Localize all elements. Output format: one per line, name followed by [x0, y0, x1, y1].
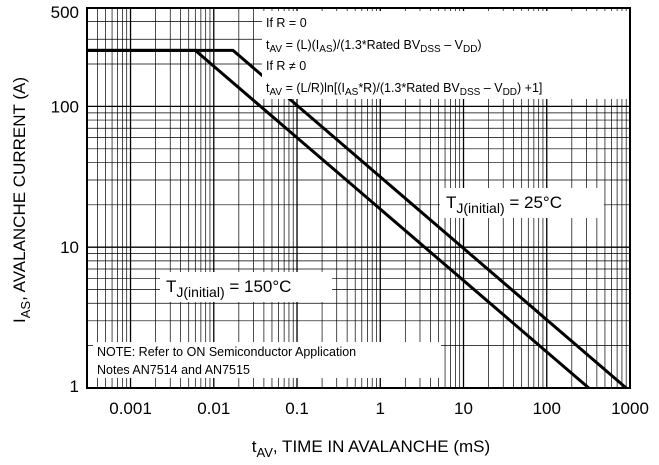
note-line-1: NOTE: Refer to ON Semiconductor Applicat…	[97, 345, 356, 359]
formula-line-2: tAV = (L)(IAS)/(1.3*Rated BVDSS – VDD)	[266, 38, 482, 55]
x-tick-label: 0.01	[197, 399, 230, 418]
x-tick-label: 0.001	[109, 399, 152, 418]
label-25c-background	[440, 188, 604, 218]
note-line-2: Notes AN7514 and AN7515	[97, 363, 250, 377]
formula-line-4: tAV = (L/R)ln[(IAS*R)/(1.3*Rated BVDSS –…	[266, 81, 542, 98]
formula-box-background	[262, 11, 629, 99]
y-tick-label: 100	[51, 97, 79, 116]
x-axis-title: tAV, TIME IN AVALANCHE (mS)	[252, 437, 490, 460]
plot-frame	[86, 7, 631, 389]
series-line-150c	[87, 48, 590, 390]
formula-line-1: If R = 0	[266, 16, 307, 30]
label-150c-background	[160, 272, 332, 302]
x-tick-label: 1	[376, 399, 385, 418]
y-axis-title: IAS, AVALANCHE CURRENT (A)	[10, 77, 33, 323]
formula-line-3: If R ≠ 0	[266, 59, 306, 73]
y-tick-label: 10	[60, 238, 79, 257]
x-tick-label: 0.1	[285, 399, 309, 418]
x-tick-label: 1000	[611, 399, 649, 418]
x-tick-labels: 0.001 0.01 0.1 1 10 100 1000	[109, 399, 649, 418]
series-label-150c: TJ(initial) = 150°C	[166, 277, 291, 300]
series-layer	[87, 48, 628, 390]
y-tick-label: 1	[70, 377, 79, 396]
note-box-background	[93, 342, 441, 378]
x-tick-label: 100	[533, 399, 561, 418]
y-tick-label: 500	[51, 3, 79, 22]
y-tick-labels: 1 10 100 500	[51, 3, 79, 396]
x-tick-label: 10	[454, 399, 473, 418]
series-label-25c: TJ(initial) = 25°C	[446, 193, 562, 216]
series-line-25c	[87, 48, 628, 390]
